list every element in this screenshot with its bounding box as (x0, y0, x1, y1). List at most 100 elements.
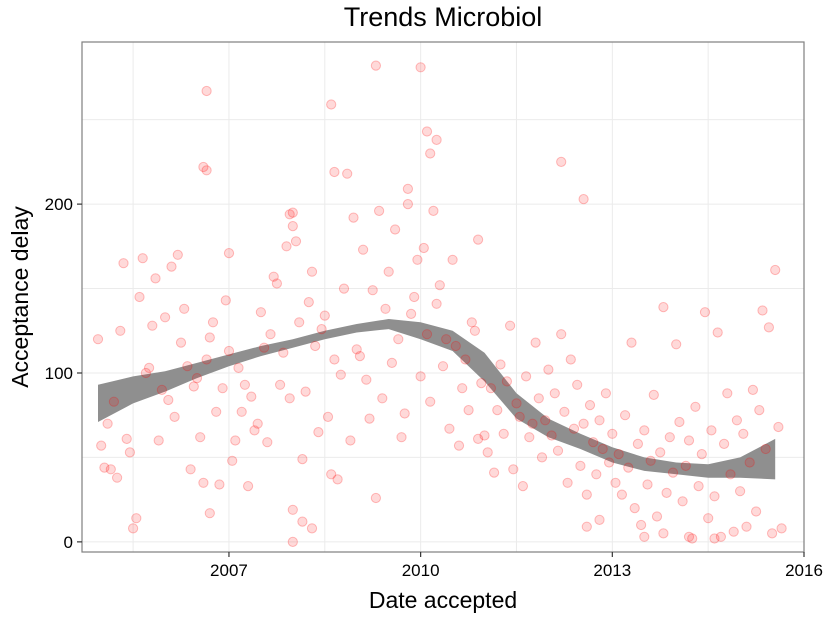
data-point-15 (140, 367, 151, 379)
grid (82, 42, 805, 552)
data-point-231 (741, 521, 752, 532)
data-point-13 (134, 291, 145, 303)
data-point-137 (479, 430, 490, 441)
data-point-40 (220, 295, 231, 306)
data-point-25 (172, 249, 183, 260)
data-point-128 (450, 340, 461, 352)
data-point-164 (552, 445, 564, 456)
data-point-136 (476, 378, 487, 389)
data-point-110 (402, 199, 413, 210)
data-point-162 (546, 430, 557, 441)
data-point-5 (108, 396, 120, 407)
data-point-180 (604, 457, 615, 468)
data-point-145 (492, 405, 503, 416)
data-point-199 (651, 511, 663, 522)
data-point-157 (530, 337, 541, 348)
y-tick-label-1: 100 (45, 364, 73, 383)
data-point-124 (437, 361, 449, 372)
data-point-88 (351, 344, 362, 355)
data-point-228 (683, 531, 695, 542)
data-point-16 (144, 362, 155, 373)
data-point-78 (319, 310, 330, 321)
x-tick-label-0: 2007 (210, 561, 248, 580)
data-point-194 (636, 519, 647, 531)
data-point-241 (773, 421, 784, 433)
data-point-189 (620, 410, 631, 421)
data-point-51 (239, 379, 250, 390)
data-point-177 (594, 415, 605, 426)
data-point-91 (297, 516, 308, 527)
data-point-217 (703, 513, 714, 524)
data-point-71 (297, 454, 308, 465)
data-point-151 (511, 398, 522, 409)
data-point-46 (223, 248, 235, 259)
data-point-146 (495, 359, 506, 370)
data-point-200 (655, 447, 666, 458)
data-point-175 (588, 437, 599, 448)
data-point-9 (121, 433, 132, 444)
data-point-54 (249, 425, 260, 436)
data-point-41 (223, 345, 235, 357)
data-point-101 (374, 205, 385, 216)
x-tick-label-2: 2013 (593, 561, 631, 580)
data-point-65 (284, 393, 295, 404)
data-point-83 (335, 369, 346, 380)
data-point-61 (271, 278, 282, 289)
data-point-236 (757, 305, 768, 316)
data-point-72 (300, 386, 311, 397)
data-point-112 (409, 291, 420, 303)
data-point-240 (770, 264, 781, 276)
data-point-28 (182, 361, 193, 372)
data-point-62 (275, 379, 286, 390)
data-point-60 (268, 271, 279, 282)
data-point-24 (169, 411, 180, 422)
data-point-209 (677, 496, 688, 507)
data-point-193 (632, 438, 644, 449)
data-point-150 (508, 464, 519, 475)
data-point-43 (201, 165, 212, 176)
data-point-130 (457, 383, 468, 394)
data-point-237 (760, 443, 771, 455)
data-point-168 (565, 354, 576, 365)
data-point-225 (728, 526, 739, 537)
data-point-56 (255, 307, 266, 318)
data-point-30 (188, 381, 199, 392)
data-point-229 (709, 533, 720, 544)
data-point-223 (722, 388, 733, 399)
data-point-2 (99, 462, 110, 473)
data-point-126 (444, 423, 455, 434)
data-point-201 (658, 302, 669, 313)
data-point-181 (607, 428, 618, 439)
data-point-196 (642, 479, 653, 490)
data-point-6 (112, 472, 123, 483)
data-point-182 (556, 156, 567, 167)
data-point-147 (498, 428, 509, 439)
data-point-68 (287, 207, 298, 218)
data-point-114 (415, 371, 426, 382)
data-point-73 (303, 297, 314, 308)
data-point-198 (648, 389, 659, 400)
data-point-38 (214, 479, 225, 490)
data-point-129 (453, 440, 465, 451)
data-point-167 (562, 477, 573, 488)
data-point-116 (402, 183, 413, 194)
data-point-179 (600, 388, 612, 399)
data-point-178 (597, 443, 608, 455)
data-point-230 (738, 428, 749, 439)
data-point-49 (233, 362, 244, 373)
data-point-142 (482, 447, 493, 458)
data-point-212 (687, 533, 698, 544)
data-point-80 (326, 469, 337, 480)
data-point-32 (195, 432, 206, 443)
panel-border (81, 41, 805, 553)
data-point-81 (329, 354, 340, 365)
data-point-45 (204, 508, 215, 519)
data-point-55 (252, 418, 263, 429)
data-point-239 (767, 528, 778, 539)
data-point-165 (556, 329, 567, 340)
data-point-190 (623, 462, 634, 473)
data-point-210 (680, 460, 691, 471)
data-point-86 (345, 435, 356, 446)
